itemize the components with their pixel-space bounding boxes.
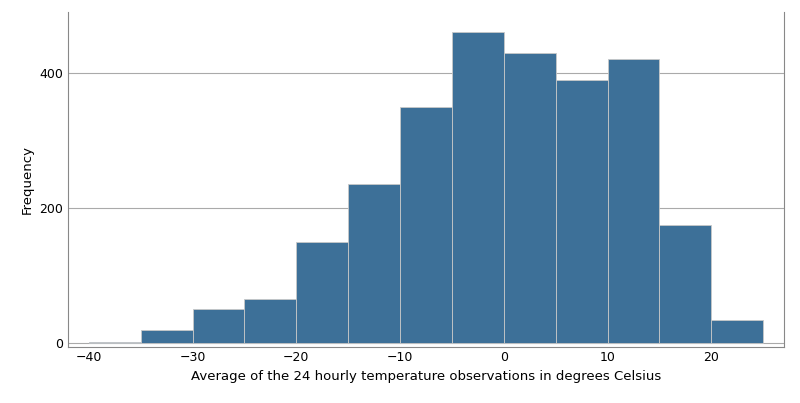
Bar [348, 185, 400, 343]
Bar [711, 320, 763, 343]
Bar [452, 32, 504, 343]
Bar [659, 225, 711, 343]
Bar [245, 299, 296, 343]
Y-axis label: Frequency: Frequency [21, 145, 34, 214]
Bar [556, 80, 607, 343]
X-axis label: Average of the 24 hourly temperature observations in degrees Celsius: Average of the 24 hourly temperature obs… [191, 370, 661, 383]
Bar [504, 53, 556, 343]
Bar [400, 107, 452, 343]
Bar [89, 342, 141, 343]
Bar [193, 310, 245, 343]
Bar [296, 242, 348, 343]
Bar [607, 59, 659, 343]
Bar [141, 330, 193, 343]
